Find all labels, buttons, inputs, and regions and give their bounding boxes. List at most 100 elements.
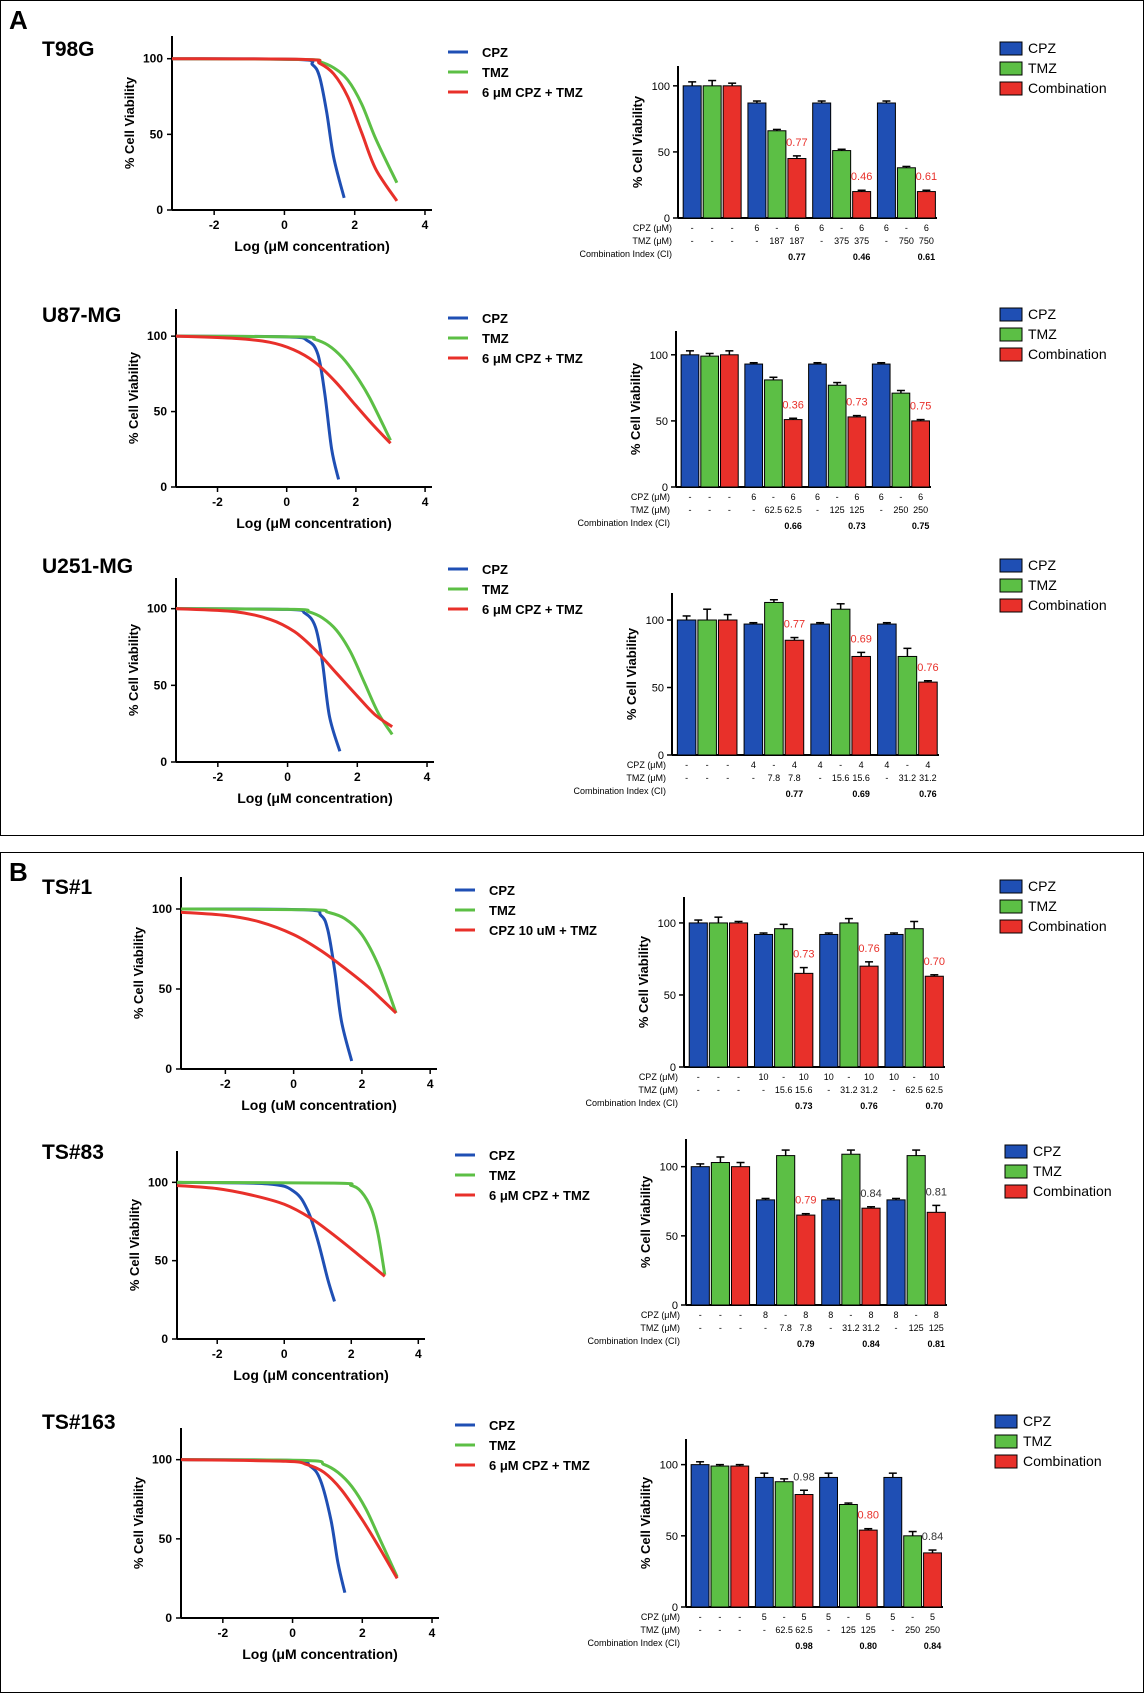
dose-cpz-value: 5 (826, 1612, 831, 1622)
dose-cpz-value: 8 (869, 1310, 874, 1320)
bar-combination (794, 1494, 814, 1608)
bar-legend-swatch-cpz (994, 1414, 1018, 1429)
dose-tmz-value: - (893, 1085, 896, 1095)
dose-tmz-value: - (718, 1625, 721, 1635)
bar-combination (794, 972, 814, 1068)
bar-ci-annotation: 0.73 (846, 397, 867, 409)
dose-tmz-value: 125 (929, 1323, 944, 1333)
bar-combination (852, 191, 872, 219)
bar-combination (730, 1465, 750, 1608)
bar-legend-label-cpz: CPZ (1028, 40, 1056, 56)
curve-y-tick-label: 100 (143, 52, 163, 66)
bar-legend-label-combination: Combination (1028, 597, 1107, 613)
dose-cpz-value: - (711, 223, 714, 233)
dose-ci-value: 0.79 (797, 1339, 815, 1349)
curve-chart: -2 0 2 4 0 50 100 Log (μM concentration) % Cell … (126, 309, 583, 531)
bar-cpz (680, 354, 700, 488)
curve-cpz-line (171, 57, 346, 199)
dose-tmz-value: 62.5 (926, 1085, 944, 1095)
panel-a-letter: A (9, 5, 28, 35)
dose-tmz-value: 15.6 (832, 773, 850, 783)
bar-tmz (764, 601, 784, 756)
bar-cpz (682, 85, 702, 219)
dose-tmz-value: 250 (913, 505, 928, 515)
dose-cpz-value: 6 (751, 492, 756, 502)
dose-ci-value: 0.46 (853, 252, 871, 262)
bar-legend-swatch-cpz (1004, 1144, 1028, 1159)
dose-tmz-value: 187 (769, 236, 784, 246)
row-u251-mg: U251-MG -2 0 2 4 0 50 100 Log (μM concentration)… (42, 555, 1107, 806)
curve-y-axis-label: % Cell Viability (131, 926, 146, 1019)
bar-cpz (884, 933, 904, 1068)
dose-tmz-value: 7.8 (788, 773, 801, 783)
curve-legend-label-cpz: CPZ (489, 883, 515, 898)
bar-ci-annotation: 0.77 (786, 137, 807, 149)
dose-cpz-value: - (772, 760, 775, 770)
bar-cpz (744, 363, 764, 488)
curve-combination-line (180, 910, 398, 1015)
dose-tmz-value: 125 (849, 505, 864, 515)
dose-row-label-tmz: TMZ (μM) (640, 1323, 680, 1333)
dose-tmz-value: - (885, 236, 888, 246)
curve-y-tick-label: 0 (161, 1332, 168, 1346)
bar-cpz (753, 933, 774, 1068)
dose-cpz-value: 4 (792, 760, 797, 770)
curve-x-tick-label: -2 (218, 1626, 229, 1640)
curve-x-tick-label: -2 (209, 218, 220, 232)
dose-cpz-value: - (739, 1310, 742, 1320)
dose-cpz-value: 6 (918, 492, 923, 502)
bar-tmz (710, 1465, 730, 1608)
bar-legend-label-cpz: CPZ (1028, 306, 1056, 322)
dose-tmz-value: 375 (834, 236, 849, 246)
dose-tmz-value: - (763, 1625, 766, 1635)
bar-cpz (877, 623, 897, 756)
curve-y-tick-label: 50 (159, 1532, 173, 1546)
bar-y-axis-label: % Cell Viability (638, 1476, 653, 1569)
bar-cpz (810, 623, 830, 756)
dose-tmz-value: 7.8 (800, 1323, 813, 1333)
dose-cpz-value: 5 (802, 1612, 807, 1622)
bar-combination (916, 191, 936, 219)
bar-legend-swatch-tmz (999, 578, 1023, 593)
dose-cpz-value: - (688, 492, 691, 502)
dose-cpz-value: - (706, 760, 709, 770)
curve-y-tick-label: 100 (152, 1453, 172, 1467)
dose-ci-value: 0.66 (784, 521, 802, 531)
dose-ci-value: 0.80 (859, 1641, 877, 1651)
curve-x-tick-label: -2 (220, 1077, 231, 1091)
bar-chart: 0 50 100 % Cell Viability 0.36 0.73 0.75 CPZ (μ… (577, 306, 1106, 531)
curve-x-tick-label: 0 (283, 495, 290, 509)
row-t98g: T98G -2 0 2 4 0 50 100 Log (μM concentration) % C… (42, 36, 1107, 262)
bar-combination (717, 619, 738, 756)
dose-ci-value: 0.75 (912, 521, 930, 531)
bar-combination (859, 965, 879, 1068)
dose-cpz-value: - (699, 1612, 702, 1622)
curve-legend-label-combination: 6 μM CPZ + TMZ (482, 351, 583, 366)
bar-legend-label-tmz: TMZ (1028, 898, 1057, 914)
dose-tmz-value: 125 (841, 1625, 856, 1635)
bar-y-axis-label: % Cell Viability (638, 1175, 653, 1268)
dose-tmz-value: 187 (789, 236, 804, 246)
dose-cpz-value: - (849, 1310, 852, 1320)
dose-tmz-value: 62.5 (905, 1085, 923, 1095)
curve-legend-label-combination: 6 μM CPZ + TMZ (482, 602, 583, 617)
dose-cpz-value: 6 (791, 492, 796, 502)
bar-combination (783, 419, 803, 488)
curve-chart: -2 0 2 4 0 50 100 Log (μM concentration) % Cell … (131, 1418, 590, 1662)
bar-y-tick-label: 0 (662, 482, 668, 494)
bar-tmz (891, 392, 911, 488)
dose-cpz-value: 4 (925, 760, 930, 770)
curve-x-tick-label: 4 (427, 1077, 434, 1091)
dose-cpz-value: 8 (934, 1310, 939, 1320)
bar-combination (787, 158, 807, 219)
curve-y-tick-label: 0 (165, 1062, 172, 1076)
curve-x-tick-label: 2 (359, 1626, 366, 1640)
bar-tmz (776, 1155, 796, 1306)
dose-tmz-value: 7.8 (768, 773, 781, 783)
bar-cpz (754, 1476, 774, 1608)
bar-y-tick-label: 100 (660, 1162, 678, 1174)
bar-cpz (688, 922, 708, 1068)
